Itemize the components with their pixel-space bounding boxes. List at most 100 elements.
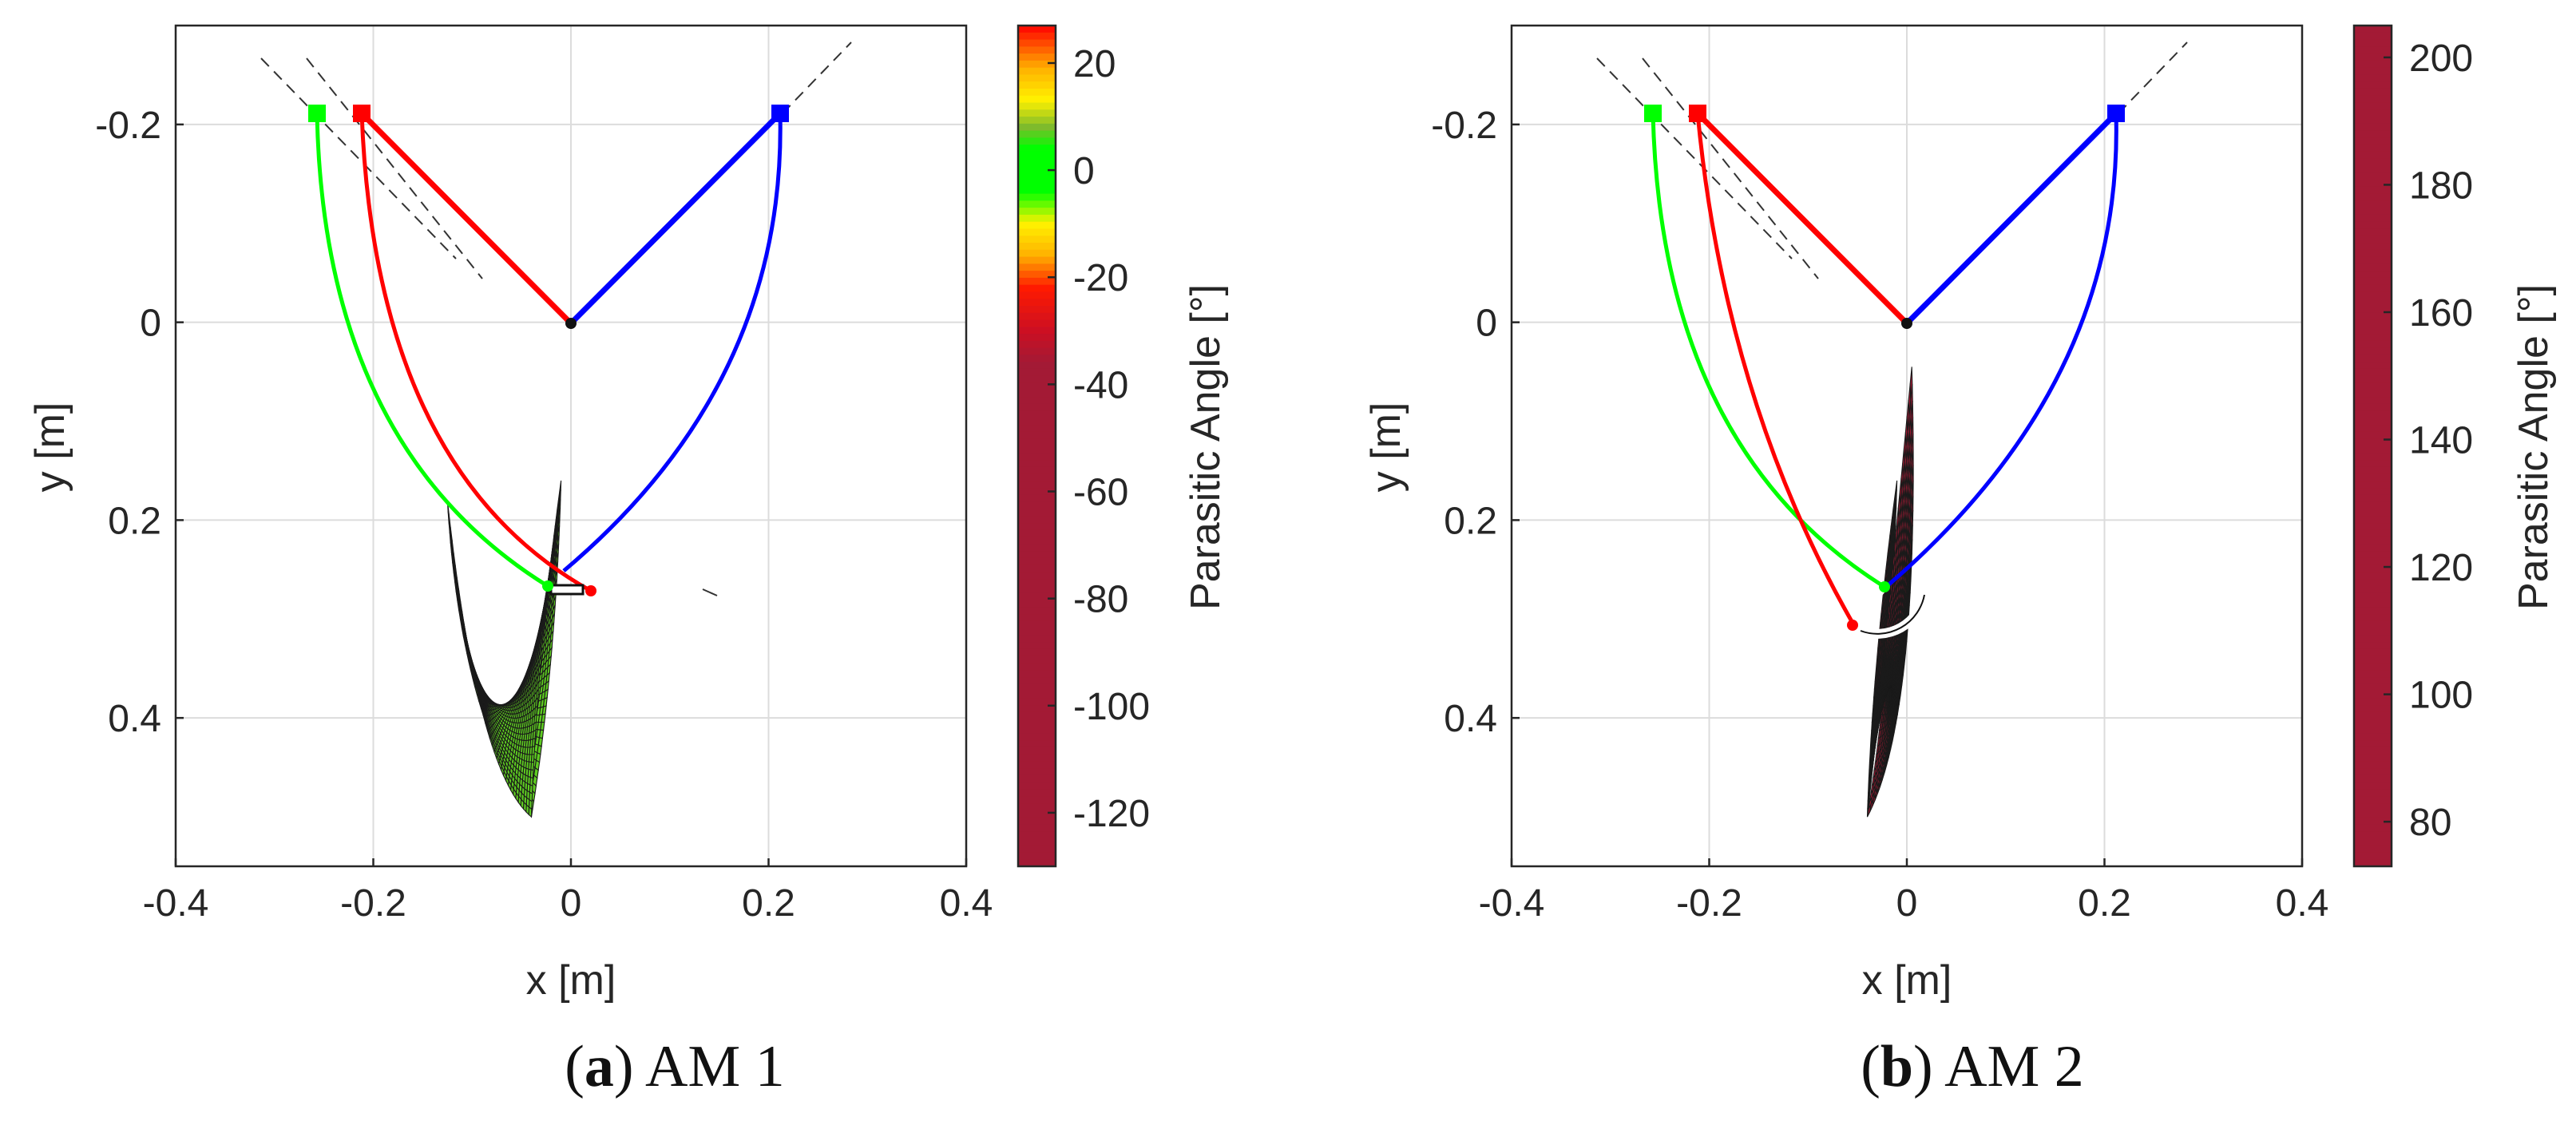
colorbar-segment (1018, 677, 1056, 685)
colorbar-segment (2354, 516, 2392, 525)
colorbar-segment (2354, 123, 2392, 132)
y-tick-label: -0.2 (1431, 105, 1497, 147)
colorbar-segment (2354, 774, 2392, 783)
colorbar-segment (1018, 774, 1056, 783)
red-tool-point (1847, 620, 1858, 631)
colorbar-tick-label: -80 (1073, 579, 1128, 621)
colorbar-segment (1018, 299, 1056, 307)
colorbar-label: Parasitic Angle [°] (2511, 284, 2557, 610)
colorbar-tick-label: -20 (1073, 257, 1128, 299)
green-anchor (1644, 105, 1662, 122)
colorbar-segment (1018, 564, 1056, 573)
colorbar-segment (1018, 607, 1056, 616)
axis-ticks: -0.4 -0.2 0 0.2 0.4 -0.2 0 0.2 0.4 (1431, 105, 2328, 925)
colorbar-segment (1018, 60, 1056, 69)
colorbar-segment (2354, 670, 2392, 679)
colorbar-segment (1018, 221, 1056, 230)
colorbar-segment (1018, 158, 1056, 167)
singularity-lines (260, 42, 852, 596)
colorbar-segment (2354, 243, 2392, 251)
caption-b: (b) AM 2 (1861, 1034, 2084, 1099)
colorbar-segment (2354, 607, 2392, 616)
colorbar-segment (2354, 88, 2392, 97)
colorbar-segment (1018, 698, 1056, 707)
colorbar-segment (2354, 291, 2392, 300)
x-tick-label: 0 (561, 882, 582, 925)
colorbar-segment (2354, 494, 2392, 503)
colorbar-segment (1018, 81, 1056, 89)
colorbar-segment (2354, 592, 2392, 601)
colorbar-segment (2354, 648, 2392, 657)
workspace-mesh (1866, 366, 1914, 818)
colorbar-segment (1018, 403, 1056, 412)
colorbar-segment (1018, 109, 1056, 118)
colorbar-segment (1018, 481, 1056, 489)
x-tick-label: -0.4 (143, 882, 209, 925)
colorbar-segment (1018, 796, 1056, 805)
colorbar-segment (2354, 473, 2392, 482)
colorbar-segment (1018, 810, 1056, 818)
colorbar-segment (2354, 221, 2392, 230)
colorbar-segment (2354, 208, 2392, 216)
colorbar-segment (1018, 648, 1056, 657)
y-tick-label: 0.2 (1444, 500, 1497, 542)
colorbar-segment (2354, 453, 2392, 461)
colorbar-segment (2354, 165, 2392, 174)
colorbar-segment (1018, 382, 1056, 391)
colorbar-tick-label: 160 (2409, 292, 2473, 335)
colorbar-tick-label: -40 (1073, 364, 1128, 406)
blue-link (569, 111, 783, 326)
y-tick-label: 0 (140, 303, 161, 345)
colorbar-segment (1018, 473, 1056, 482)
colorbar-segment (2354, 691, 2392, 699)
colorbar-segment (1018, 859, 1056, 867)
y-tick-label: 0.4 (108, 698, 161, 740)
x-tick-label: -0.4 (1479, 882, 1545, 925)
base-joint (565, 318, 577, 329)
colorbar-segment (1018, 537, 1056, 545)
colorbar-segment (2354, 284, 2392, 293)
colorbar-segment (1018, 733, 1056, 742)
red-rod (359, 113, 592, 593)
colorbar-segment (2354, 438, 2392, 447)
colorbar-segment (2354, 817, 2392, 826)
base-joint (1901, 318, 1912, 329)
colorbar-segment (1018, 334, 1056, 342)
colorbar-segment (1018, 236, 1056, 244)
colorbar-segment (1018, 39, 1056, 48)
colorbar-segment (2354, 663, 2392, 671)
colorbar-segment (2354, 523, 2392, 531)
colorbar-segment (1018, 362, 1056, 370)
colorbar-segment (1018, 586, 1056, 594)
colorbar-tick-label: 20 (1073, 43, 1116, 85)
colorbar-segment (1018, 180, 1056, 188)
colorbar-segment (2354, 831, 2392, 839)
colorbar-segment (2354, 557, 2392, 566)
colorbar-segment (2354, 74, 2392, 83)
colorbar-segment (1018, 572, 1056, 580)
colorbar-segment (1018, 418, 1056, 426)
colorbar-segment (2354, 327, 2392, 335)
colorbar-segment (1018, 431, 1056, 440)
colorbar-segment (1018, 719, 1056, 727)
colorbar-segment (2354, 26, 2392, 34)
singularity-line-3 (2118, 42, 2188, 114)
colorbar-segment (2354, 53, 2392, 61)
colorbar-segment (2354, 466, 2392, 475)
blue-link (1904, 111, 2118, 326)
blue-rod (1884, 113, 2118, 588)
colorbar-segment (2354, 564, 2392, 573)
colorbar-segment (2354, 312, 2392, 321)
colorbar-segment (1018, 789, 1056, 798)
colorbar-segment (2354, 614, 2392, 622)
colorbar-tick-label: -120 (1073, 793, 1150, 835)
colorbar-segment (1018, 306, 1056, 314)
colorbar-frame (2352, 24, 2393, 868)
colorbar-segment (1018, 228, 1056, 237)
colorbar-segment (2354, 382, 2392, 391)
y-tick-label: 0.2 (108, 500, 161, 542)
colorbar-tick-label: 120 (2409, 547, 2473, 589)
colorbar-segment (2354, 600, 2392, 608)
y-axis-label: y [m] (1363, 402, 1409, 493)
colorbar-segment (1018, 102, 1056, 111)
